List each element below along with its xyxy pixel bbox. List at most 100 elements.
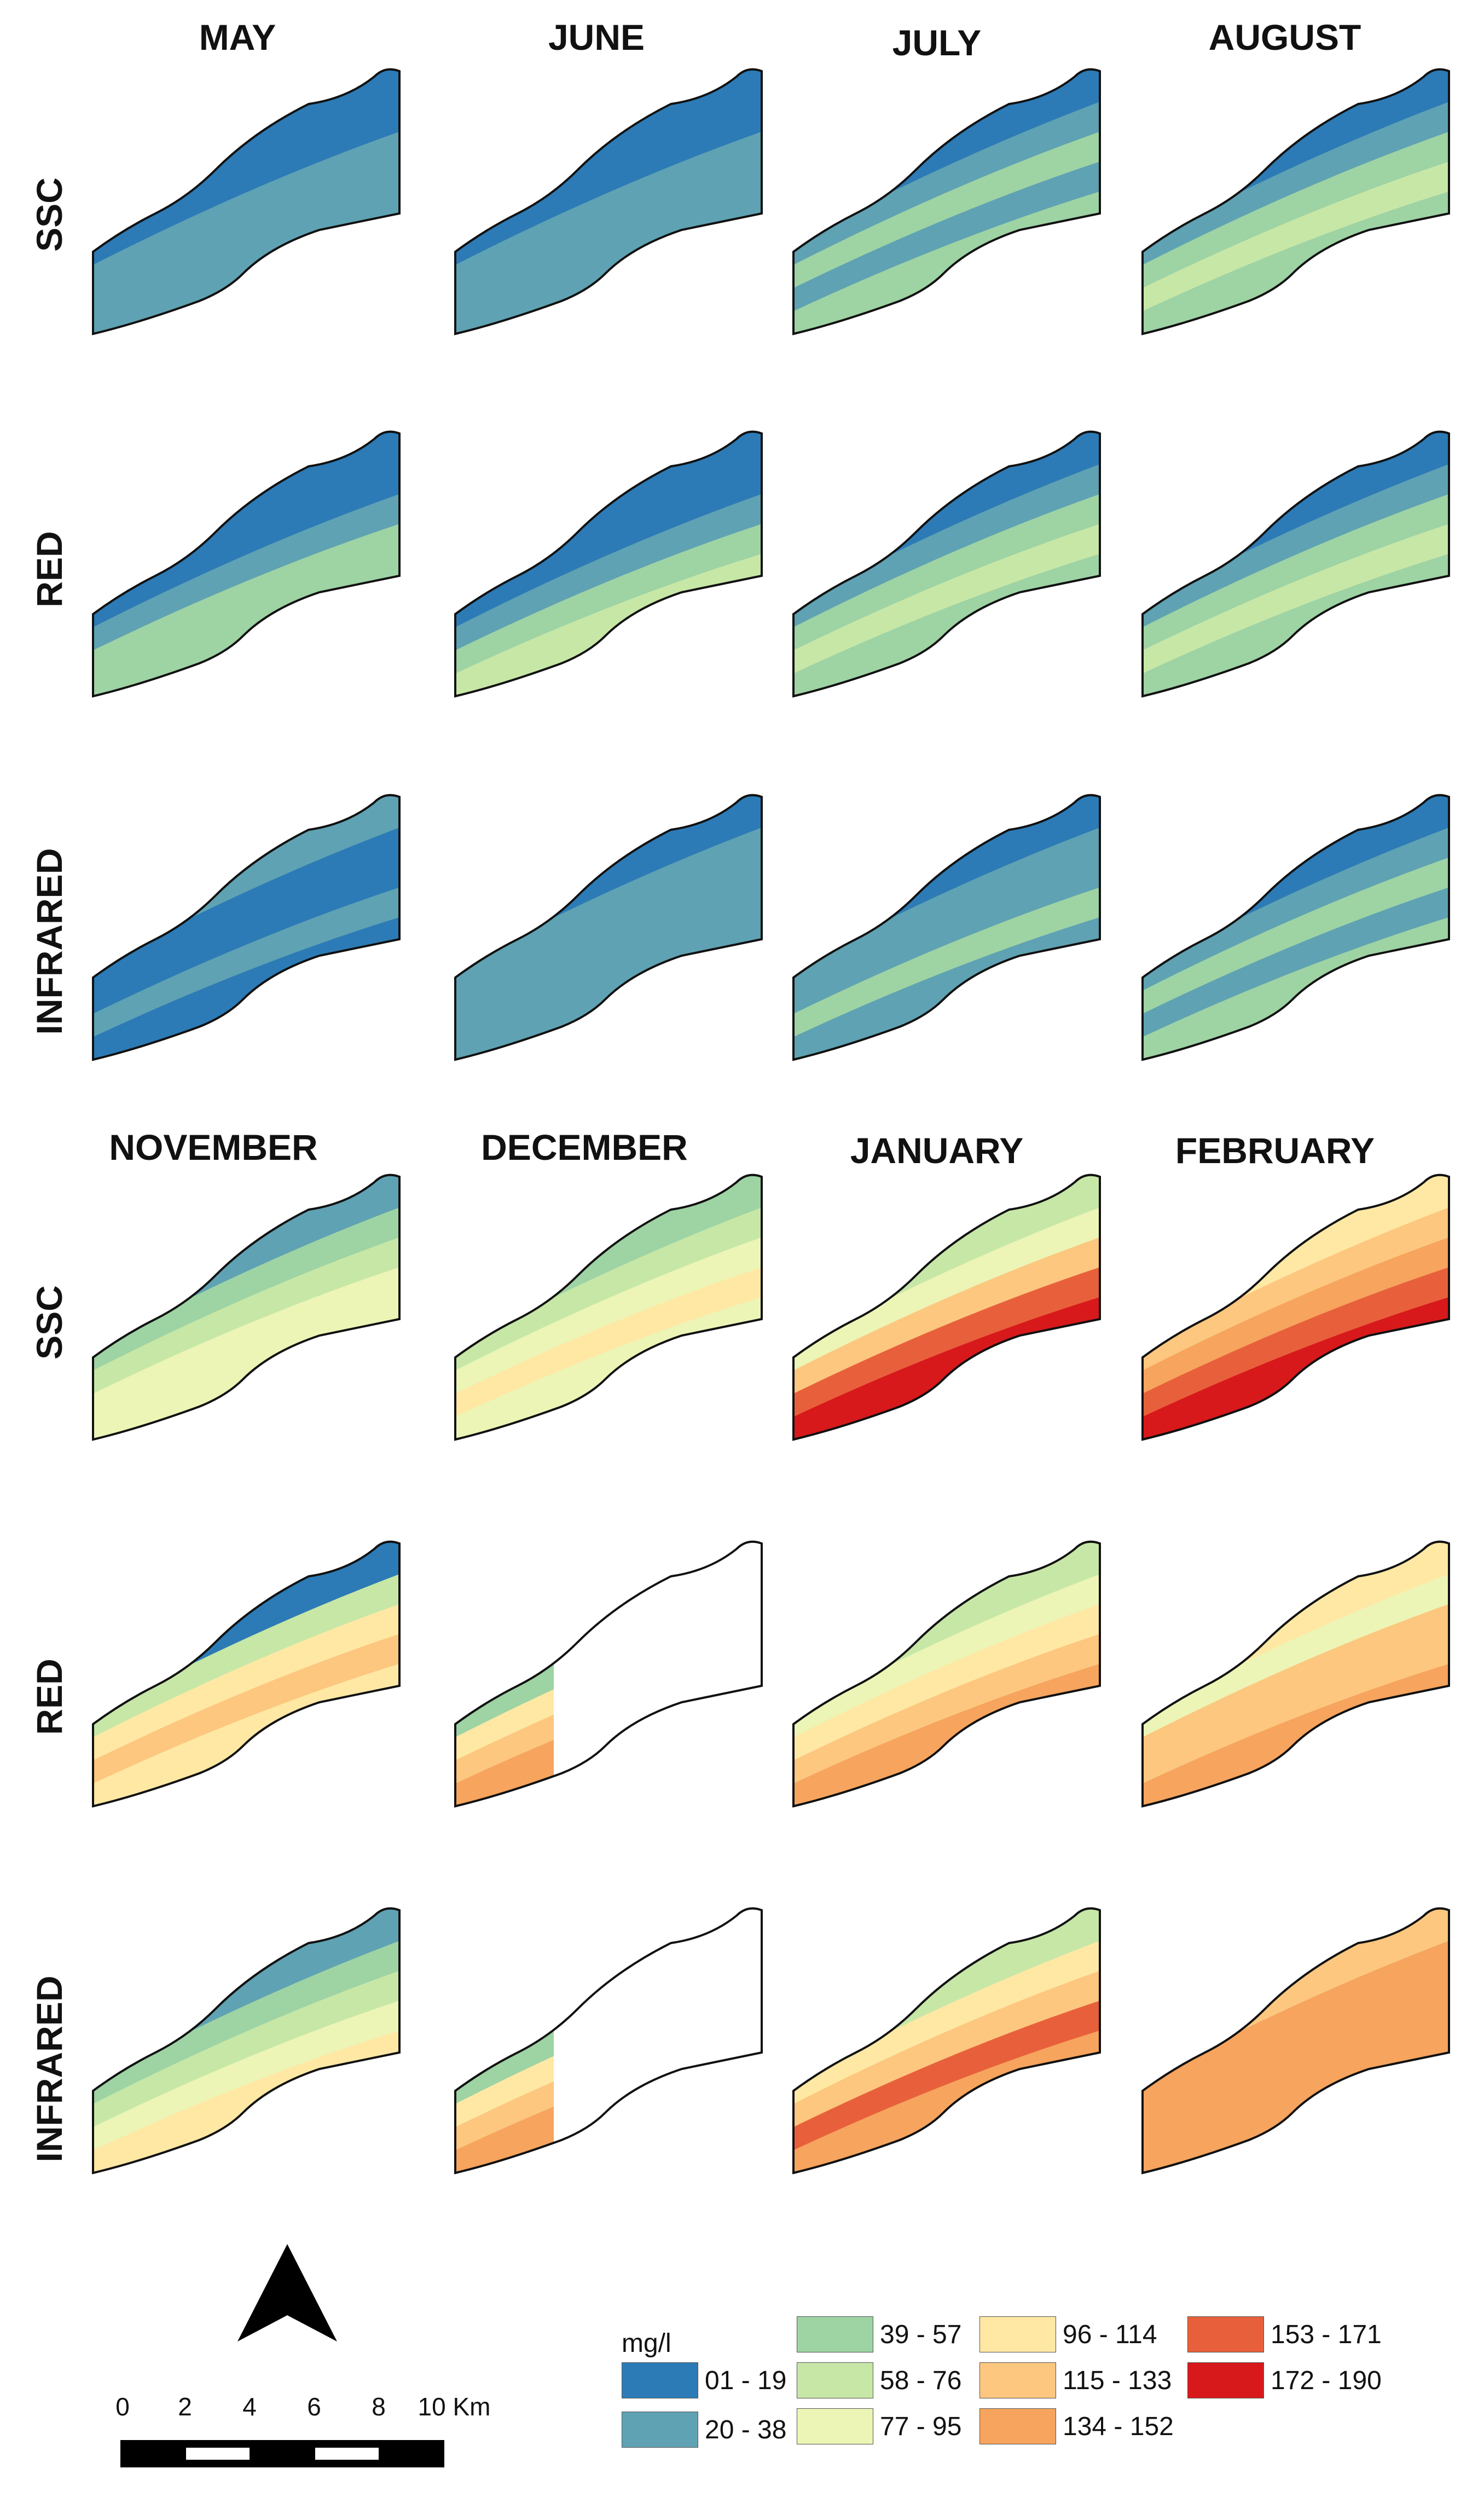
river-outline: [92, 1907, 401, 2175]
legend-item: 39 - 57: [797, 2315, 961, 2354]
map-panel-november-infrared: [90, 1905, 403, 2192]
legend-label: 01 - 19: [705, 2366, 787, 2395]
map-panel-december-infrared: [452, 1905, 765, 2192]
scale-tick-label: 10 Km: [418, 2392, 491, 2421]
scale-bar-segment: [315, 2448, 379, 2460]
scale-tick-label: 4: [242, 2392, 257, 2421]
no-data-area: [554, 1541, 762, 1807]
row-label-ssc: SSC: [29, 177, 69, 252]
legend-label: 39 - 57: [880, 2320, 962, 2349]
map-panel-january-ssc: [790, 1171, 1103, 1458]
river-outline: [454, 1907, 763, 2175]
river-outline: [792, 430, 1101, 698]
scale-tick-label: 8: [372, 2392, 386, 2421]
map-panel-november-red: [90, 1538, 403, 1825]
legend-swatch: [622, 2412, 698, 2448]
map-panel-december-red: [452, 1538, 765, 1825]
map-panel-may-infrared: [90, 791, 403, 1078]
legend-label: 20 - 38: [705, 2415, 787, 2444]
legend-swatch: [979, 2408, 1056, 2444]
map-panel-january-infrared: [790, 1905, 1103, 2192]
legend-unit: mg/l: [622, 2329, 671, 2358]
legend-item: 115 - 133: [979, 2361, 1172, 2400]
month-label-june: JUNE: [548, 17, 645, 57]
legend-item: 58 - 76: [797, 2361, 961, 2400]
legend-swatch: [1187, 2316, 1264, 2352]
legend-swatch: [797, 2362, 873, 2398]
legend-swatch: [1187, 2362, 1264, 2398]
river-outline: [1141, 1540, 1450, 1808]
legend-swatch: [979, 2362, 1056, 2398]
legend-swatch: [622, 2362, 698, 2398]
legend-item: 96 - 114: [979, 2315, 1157, 2354]
legend-item: 01 - 19: [622, 2361, 786, 2400]
map-panel-august-infrared: [1139, 791, 1452, 1078]
map-panel-august-ssc: [1139, 66, 1452, 352]
month-label-december: DECEMBER: [481, 1127, 688, 1167]
month-label-july: JULY: [892, 22, 982, 63]
map-panel-may-ssc: [90, 66, 403, 352]
map-panel-june-infrared: [452, 791, 765, 1078]
row-label-ssc: SSC: [29, 1285, 69, 1360]
river-outline: [92, 430, 401, 698]
row-label-red: RED: [29, 531, 69, 608]
river-outline: [792, 1173, 1101, 1441]
river-outline: [1141, 1173, 1450, 1441]
scale-bar-segment: [186, 2448, 250, 2460]
scale-bar-frame: [120, 2440, 444, 2467]
legend-item: 153 - 171: [1187, 2315, 1382, 2354]
river-outline: [454, 1540, 763, 1808]
river-outline: [792, 1540, 1101, 1808]
north-arrow-icon: [235, 2244, 339, 2343]
river-outline: [454, 794, 763, 1061]
month-label-november: NOVEMBER: [109, 1127, 318, 1167]
map-panel-july-infrared: [790, 791, 1103, 1078]
legend-item: 77 - 95: [797, 2407, 961, 2446]
river-outline: [92, 1173, 401, 1441]
month-label-may: MAY: [199, 17, 276, 57]
river-outline: [1141, 794, 1450, 1061]
legend-label: 58 - 76: [880, 2366, 962, 2395]
river-outline: [92, 794, 401, 1061]
map-panel-november-ssc: [90, 1171, 403, 1458]
river-outline: [1141, 430, 1450, 698]
map-panel-july-red: [790, 428, 1103, 715]
month-label-february: FEBRUARY: [1175, 1130, 1375, 1171]
river-outline: [792, 1907, 1101, 2175]
legend-swatch: [797, 2408, 873, 2444]
river-outline: [454, 68, 763, 336]
no-data-area: [554, 1908, 762, 2173]
legend-swatch: [979, 2316, 1056, 2352]
legend-item: 20 - 38: [622, 2410, 786, 2449]
scale-tick-label: 2: [178, 2392, 192, 2421]
legend-item: 134 - 152: [979, 2407, 1174, 2446]
legend-label: 96 - 114: [1063, 2320, 1157, 2349]
map-panel-june-red: [452, 428, 765, 715]
map-panel-july-ssc: [790, 66, 1103, 352]
river-outline: [792, 794, 1101, 1061]
river-outline: [454, 430, 763, 698]
month-label-august: AUGUST: [1208, 17, 1361, 57]
river-outline: [792, 68, 1101, 336]
row-label-red: RED: [29, 1658, 69, 1735]
river-outline: [1141, 68, 1450, 336]
row-label-infrared: INFRARED: [29, 1975, 69, 2163]
map-panel-june-ssc: [452, 66, 765, 352]
map-panel-february-infrared: [1139, 1905, 1452, 2192]
map-panel-august-red: [1139, 428, 1452, 715]
legend-swatch: [797, 2316, 873, 2352]
river-outline: [1141, 1907, 1450, 2175]
legend-label: 77 - 95: [880, 2412, 962, 2441]
river-outline: [454, 1173, 763, 1441]
scale-tick-label: 0: [115, 2392, 130, 2421]
month-label-january: JANUARY: [850, 1130, 1024, 1171]
row-label-infrared: INFRARED: [29, 848, 69, 1035]
river-outline: [92, 1540, 401, 1808]
legend-label: 153 - 171: [1271, 2320, 1382, 2349]
river-outline: [92, 68, 401, 336]
legend-label: 134 - 152: [1063, 2412, 1174, 2441]
map-panel-february-ssc: [1139, 1171, 1452, 1458]
legend-label: 115 - 133: [1063, 2366, 1172, 2395]
scale-tick-label: 6: [307, 2392, 321, 2421]
map-panel-may-red: [90, 428, 403, 715]
